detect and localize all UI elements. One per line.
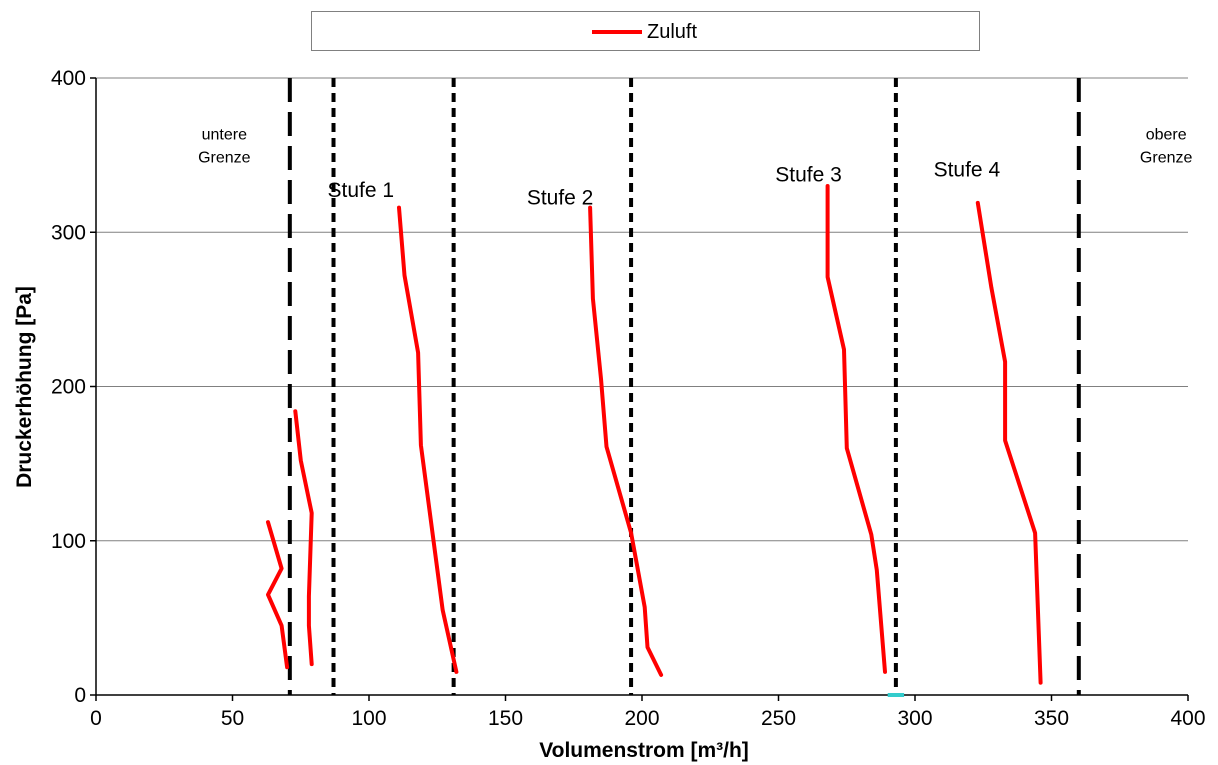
y-tick-label-200: 200 <box>51 376 86 399</box>
series-lines <box>266 184 1043 685</box>
annotation-stufe3: Stufe 3 <box>775 163 842 186</box>
series-line-zuluft-6 <box>975 200 1043 685</box>
annotation-stufe2-line-1: Stufe 2 <box>527 186 594 209</box>
annotation-obere-line-2: Grenze <box>1140 150 1193 167</box>
x-tick-label-250: 250 <box>761 707 796 730</box>
y-axis-label: Druckerhöhung [Pa] <box>13 286 36 488</box>
series-line-zuluft-1 <box>293 409 314 667</box>
legend: Zuluft <box>311 11 980 51</box>
annotation-stufe2: Stufe 2 <box>527 186 594 209</box>
x-axis-label: Volumenstrom [m³/h] <box>539 739 749 762</box>
series-line-zuluft-3 <box>397 205 459 674</box>
annotation-stufe3-line-1: Stufe 3 <box>775 163 842 186</box>
x-tick-label-50: 50 <box>221 707 244 730</box>
x-tick-label-0: 0 <box>90 707 102 730</box>
y-tick-label-0: 0 <box>74 684 86 707</box>
x-tick-label-150: 150 <box>488 707 523 730</box>
x-tick-label-400: 400 <box>1170 707 1205 730</box>
series-line-zuluft-2 <box>266 520 290 670</box>
reference-lines <box>287 78 1081 695</box>
annotations: untere Grenze obere Grenze Stufe 1 Stufe 2 Stu… <box>198 127 1192 210</box>
y-tick-label-100: 100 <box>51 530 86 553</box>
x-tick-label-300: 300 <box>897 707 932 730</box>
y-tick-label-300: 300 <box>51 221 86 244</box>
annotation-untere-line-2: Grenze <box>198 150 251 167</box>
annotation-untere-line-1: untere <box>202 127 247 144</box>
legend-label-zuluft: Zuluft <box>647 21 698 43</box>
legend-swatch-zuluft <box>592 30 642 34</box>
x-tick-label-350: 350 <box>1034 707 1069 730</box>
x-tick-label-100: 100 <box>351 707 386 730</box>
x-tick-label-200: 200 <box>624 707 659 730</box>
grid-lines <box>96 77 1188 542</box>
y-tick-label-400: 400 <box>51 67 86 90</box>
tick-labels: 0 50 100 150 200 250 300 350 400 0 100 200 300 400 <box>51 67 1206 730</box>
series-line-zuluft-4 <box>588 205 664 677</box>
annotation-obere-line-1: obere <box>1146 127 1187 144</box>
annotation-obere: obere Grenze <box>1140 127 1193 167</box>
axes <box>90 77 1189 701</box>
annotation-untere: untere Grenze <box>198 127 251 167</box>
annotation-stufe4: Stufe 4 <box>934 159 1001 182</box>
annotation-stufe1: Stufe 1 <box>328 179 395 202</box>
series-line-zuluft-5 <box>825 184 887 674</box>
annotation-stufe4-line-1: Stufe 4 <box>934 159 1001 182</box>
annotation-stufe1-line-1: Stufe 1 <box>328 179 395 202</box>
